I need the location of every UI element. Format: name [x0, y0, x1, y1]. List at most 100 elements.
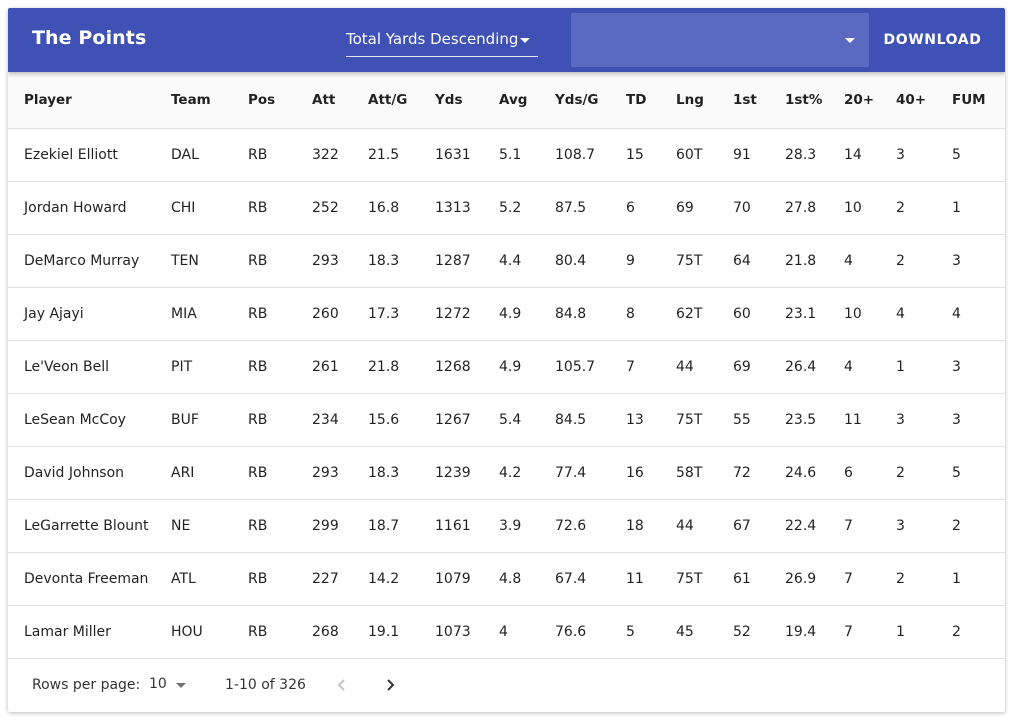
column-header-att[interactable]: Att: [312, 72, 368, 129]
next-page-button[interactable]: [374, 669, 406, 701]
cell-yds-per-game: 77.4: [555, 446, 626, 500]
filter-select[interactable]: [571, 13, 869, 67]
cell-att-per-game: 18.3: [368, 446, 435, 500]
cell-avg: 4.4: [499, 234, 555, 288]
rows-per-page-label: Rows per page:: [32, 677, 141, 693]
column-header-fum[interactable]: FUM: [952, 72, 1005, 129]
cell-20-plus: 6: [844, 446, 896, 500]
rows-per-page-value: 10: [149, 676, 167, 692]
cell-fum: 3: [952, 340, 1005, 394]
cell-yds: 1287: [435, 234, 499, 288]
column-header-avg[interactable]: Avg: [499, 72, 555, 129]
cell-pos: RB: [248, 287, 312, 341]
cell-pos: RB: [248, 552, 312, 606]
table-row[interactable]: Jay Ajayi MIA RB 260 17.3 1272 4.9 84.8 8 62T 60 23…: [8, 287, 1005, 341]
cell-td: 16: [626, 446, 676, 500]
table-row[interactable]: Lamar Miller HOU RB 268 19.1 1073 4 76.6 5 45 52 19…: [8, 605, 1005, 659]
sort-select[interactable]: Total Yards Descending: [346, 28, 538, 57]
cell-player: Le'Veon Bell: [8, 340, 171, 394]
table-row[interactable]: Jordan Howard CHI RB 252 16.8 1313 5.2 87.5 6 69 7…: [8, 181, 1005, 235]
column-header-att-per-game[interactable]: Att/G: [368, 72, 435, 129]
column-header-first-down-pct[interactable]: 1st%: [785, 72, 844, 129]
cell-yds-per-game: 105.7: [555, 340, 626, 394]
cell-td: 13: [626, 393, 676, 447]
table-row[interactable]: DeMarco Murray TEN RB 293 18.3 1287 4.4 80.4 9 75…: [8, 234, 1005, 288]
cell-att: 299: [312, 499, 368, 553]
cell-att-per-game: 21.5: [368, 128, 435, 182]
cell-40-plus: 2: [896, 446, 952, 500]
cell-yds: 1267: [435, 393, 499, 447]
cell-att-per-game: 17.3: [368, 287, 435, 341]
table-row[interactable]: LeSean McCoy BUF RB 234 15.6 1267 5.4 84.5 13 75T…: [8, 393, 1005, 447]
cell-yds: 1631: [435, 128, 499, 182]
cell-team: BUF: [171, 393, 248, 447]
cell-player: Lamar Miller: [8, 605, 171, 659]
column-header-yds-per-game[interactable]: Yds/G: [555, 72, 626, 129]
cell-lng: 75T: [676, 393, 733, 447]
cell-first-downs: 67: [733, 499, 785, 553]
table-row[interactable]: Ezekiel Elliott DAL RB 322 21.5 1631 5.1 108.7 1…: [8, 128, 1005, 182]
cell-first-downs: 55: [733, 393, 785, 447]
stats-table: Player Team Pos Att Att/G Yds Avg Yds/G …: [8, 72, 1005, 659]
cell-att-per-game: 18.7: [368, 499, 435, 553]
rows-per-page-select[interactable]: 10: [149, 670, 195, 700]
column-header-player[interactable]: Player: [8, 72, 171, 129]
column-header-td[interactable]: TD: [626, 72, 676, 129]
cell-team: ATL: [171, 552, 248, 606]
column-header-40-plus[interactable]: 40+: [896, 72, 952, 129]
cell-att: 252: [312, 181, 368, 235]
cell-fum: 4: [952, 287, 1005, 341]
cell-first-down-pct: 22.4: [785, 499, 844, 553]
cell-yds-per-game: 76.6: [555, 605, 626, 659]
cell-yds-per-game: 84.5: [555, 393, 626, 447]
cell-avg: 5.1: [499, 128, 555, 182]
app-bar: The Points Total Yards Descending DOWNLO…: [8, 8, 1005, 72]
cell-first-downs: 70: [733, 181, 785, 235]
arrow-drop-down-icon: [176, 683, 186, 688]
table-row[interactable]: David Johnson ARI RB 293 18.3 1239 4.2 77.4 16 58…: [8, 446, 1005, 500]
cell-first-down-pct: 24.6: [785, 446, 844, 500]
cell-player: Ezekiel Elliott: [8, 128, 171, 182]
cell-avg: 4.8: [499, 552, 555, 606]
cell-yds: 1313: [435, 181, 499, 235]
previous-page-button[interactable]: [326, 669, 358, 701]
cell-first-downs: 52: [733, 605, 785, 659]
arrow-drop-down-icon: [845, 38, 855, 43]
cell-td: 15: [626, 128, 676, 182]
column-header-pos[interactable]: Pos: [248, 72, 312, 129]
cell-pos: RB: [248, 446, 312, 500]
table-row[interactable]: LeGarrette Blount NE RB 299 18.7 1161 3.9 72.6 1…: [8, 499, 1005, 553]
column-header-first-downs[interactable]: 1st: [733, 72, 785, 129]
column-header-team[interactable]: Team: [171, 72, 248, 129]
cell-40-plus: 2: [896, 552, 952, 606]
cell-first-downs: 72: [733, 446, 785, 500]
cell-team: DAL: [171, 128, 248, 182]
cell-first-down-pct: 27.8: [785, 181, 844, 235]
cell-att: 227: [312, 552, 368, 606]
cell-att: 261: [312, 340, 368, 394]
column-header-yds[interactable]: Yds: [435, 72, 499, 129]
cell-40-plus: 2: [896, 181, 952, 235]
cell-20-plus: 7: [844, 605, 896, 659]
cell-player: David Johnson: [8, 446, 171, 500]
download-button[interactable]: DOWNLOAD: [883, 32, 982, 48]
cell-yds-per-game: 84.8: [555, 287, 626, 341]
chevron-left-icon: [337, 679, 345, 691]
cell-first-down-pct: 21.8: [785, 234, 844, 288]
cell-fum: 3: [952, 234, 1005, 288]
column-header-20-plus[interactable]: 20+: [844, 72, 896, 129]
cell-team: PIT: [171, 340, 248, 394]
cell-pos: RB: [248, 393, 312, 447]
cell-40-plus: 3: [896, 128, 952, 182]
pagination-range: 1-10 of 326: [225, 677, 306, 693]
cell-player: DeMarco Murray: [8, 234, 171, 288]
cell-20-plus: 14: [844, 128, 896, 182]
cell-td: 9: [626, 234, 676, 288]
cell-yds-per-game: 108.7: [555, 128, 626, 182]
table-row[interactable]: Le'Veon Bell PIT RB 261 21.8 1268 4.9 105.7 7 44 6…: [8, 340, 1005, 394]
column-header-lng[interactable]: Lng: [676, 72, 733, 129]
cell-att-per-game: 14.2: [368, 552, 435, 606]
cell-first-down-pct: 26.4: [785, 340, 844, 394]
table-row[interactable]: Devonta Freeman ATL RB 227 14.2 1079 4.8 67.4 11…: [8, 552, 1005, 606]
cell-att-per-game: 16.8: [368, 181, 435, 235]
